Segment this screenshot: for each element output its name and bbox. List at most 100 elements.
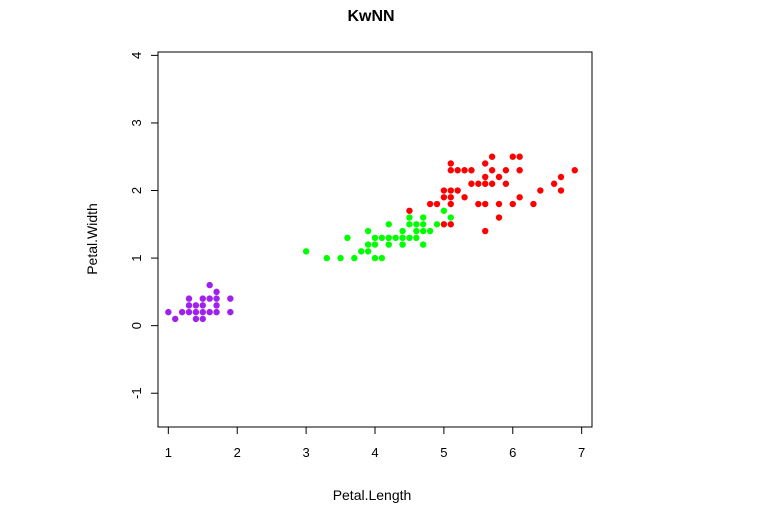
data-point xyxy=(420,214,427,221)
data-point xyxy=(447,194,454,201)
data-point xyxy=(406,214,413,221)
data-point xyxy=(371,241,379,248)
data-point xyxy=(199,295,206,302)
data-point xyxy=(454,167,461,174)
data-point xyxy=(482,180,489,187)
data-point xyxy=(399,241,406,248)
data-point xyxy=(447,221,454,228)
x-tick-label: 7 xyxy=(578,445,585,460)
data-point xyxy=(482,200,489,208)
data-point xyxy=(185,308,193,316)
data-point xyxy=(468,167,475,174)
data-point xyxy=(213,295,220,302)
data-point xyxy=(385,221,392,228)
data-point xyxy=(385,234,392,242)
data-point xyxy=(420,221,427,228)
data-point xyxy=(199,308,206,316)
data-point xyxy=(433,221,441,228)
y-axis: -1 0 1 2 3 4 xyxy=(129,52,159,399)
data-point xyxy=(206,281,213,289)
data-point xyxy=(516,194,523,201)
data-point xyxy=(385,241,392,248)
y-tick-label: 1 xyxy=(129,254,144,261)
data-point xyxy=(557,187,565,194)
data-point xyxy=(488,167,496,174)
data-point xyxy=(516,167,523,174)
x-tick-label: 1 xyxy=(165,445,172,460)
data-point xyxy=(502,167,510,174)
x-axis: 1 2 3 4 5 6 7 xyxy=(165,426,585,460)
data-point xyxy=(440,187,448,194)
data-point xyxy=(550,180,558,187)
data-point xyxy=(495,214,503,221)
data-point xyxy=(537,187,544,194)
data-point xyxy=(323,254,330,262)
data-point xyxy=(185,295,193,302)
data-point xyxy=(172,315,179,323)
chart-title: KwNN xyxy=(347,8,394,25)
data-point xyxy=(426,227,434,235)
data-point xyxy=(482,160,489,167)
data-point xyxy=(199,315,206,323)
data-point xyxy=(378,234,386,242)
data-point xyxy=(502,180,510,187)
data-point xyxy=(165,308,172,316)
data-point xyxy=(482,227,489,235)
data-point xyxy=(495,200,503,208)
data-point xyxy=(213,308,220,316)
data-point xyxy=(206,308,213,316)
data-point xyxy=(454,187,461,194)
data-point xyxy=(371,234,379,242)
data-point xyxy=(440,194,448,201)
data-point xyxy=(192,308,200,316)
data-point xyxy=(344,234,351,242)
data-point xyxy=(406,234,413,242)
data-point xyxy=(213,288,220,296)
data-point xyxy=(433,200,441,208)
y-tick-label: 2 xyxy=(129,187,144,194)
data-point xyxy=(440,207,448,214)
data-point xyxy=(447,160,454,167)
data-point xyxy=(206,295,213,302)
data-point xyxy=(378,254,386,262)
data-point xyxy=(440,221,448,228)
data-point xyxy=(426,200,434,208)
data-point xyxy=(557,173,565,181)
x-tick-label: 2 xyxy=(234,445,241,460)
data-point xyxy=(447,167,454,174)
x-tick-label: 3 xyxy=(302,445,309,460)
data-point xyxy=(358,248,365,255)
data-point xyxy=(468,180,475,187)
x-tick-label: 6 xyxy=(509,445,516,460)
data-point xyxy=(399,234,406,242)
y-tick-label: -1 xyxy=(129,387,144,399)
data-point xyxy=(420,227,427,235)
data-point xyxy=(495,173,503,181)
data-point xyxy=(516,153,523,160)
data-point xyxy=(199,302,206,309)
data-point xyxy=(192,302,200,309)
y-tick-label: 3 xyxy=(129,119,144,126)
x-tick-label: 4 xyxy=(371,445,378,460)
data-point xyxy=(364,248,372,255)
data-point xyxy=(399,227,406,235)
data-point xyxy=(413,227,420,235)
data-point xyxy=(185,302,193,309)
data-point xyxy=(447,200,454,208)
data-point xyxy=(351,254,358,262)
data-point xyxy=(461,167,468,174)
data-point xyxy=(392,234,399,242)
data-point xyxy=(530,200,537,208)
data-point xyxy=(509,200,516,208)
data-point xyxy=(227,308,234,316)
y-tick-label: 0 xyxy=(129,322,144,329)
data-point xyxy=(302,248,310,255)
data-point xyxy=(213,302,220,309)
data-point xyxy=(413,221,420,228)
data-point xyxy=(178,308,186,316)
data-point xyxy=(371,254,379,262)
x-axis-label: Petal.Length xyxy=(333,487,412,503)
data-point xyxy=(406,207,413,214)
data-point xyxy=(420,241,427,248)
